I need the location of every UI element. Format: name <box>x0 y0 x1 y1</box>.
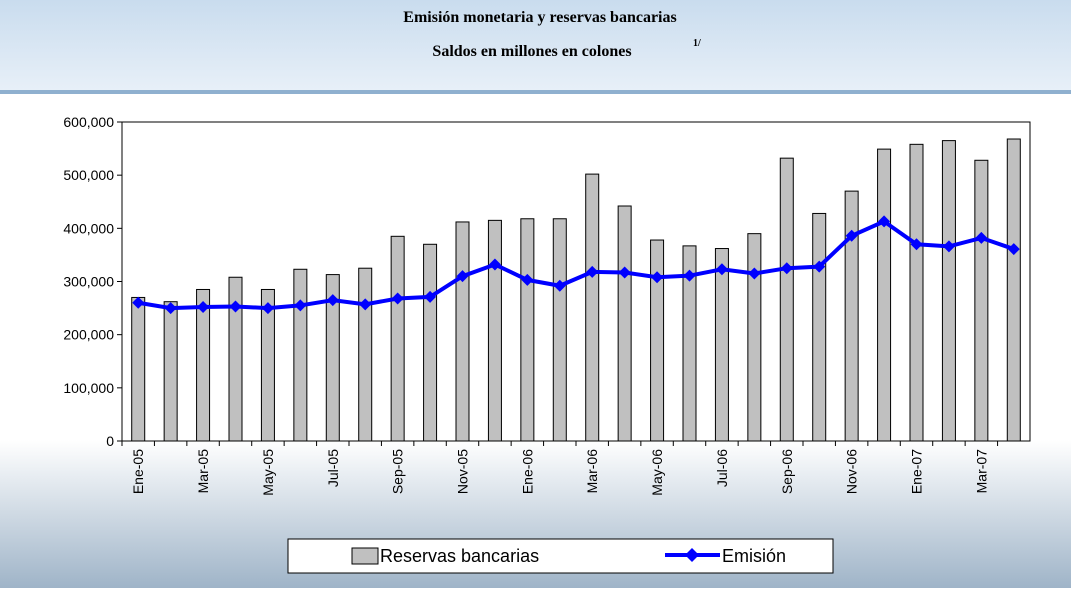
bar <box>423 243 438 442</box>
marker <box>132 296 145 309</box>
x-tick-label: Jul-06 <box>714 449 730 487</box>
bar <box>520 218 535 442</box>
bar <box>487 219 502 442</box>
bar <box>844 190 859 442</box>
bar <box>552 218 567 442</box>
bar <box>325 274 340 442</box>
marker <box>1007 243 1020 256</box>
marker <box>391 292 404 305</box>
y-tick-label: 200,000 <box>63 327 114 343</box>
bar <box>682 245 697 442</box>
bar <box>390 235 405 442</box>
marker <box>651 271 664 284</box>
marker <box>715 263 728 276</box>
marker <box>456 270 469 283</box>
marker <box>294 299 307 312</box>
marker <box>326 294 339 307</box>
bar <box>260 288 275 442</box>
chart-subtitle: Saldos en millones en colones <box>432 43 631 60</box>
legend-label: Emisión <box>722 546 786 566</box>
x-tick-label: Ene-06 <box>519 449 535 494</box>
bar <box>1006 138 1021 442</box>
bar <box>196 288 211 442</box>
y-tick-label: 600,000 <box>63 114 114 130</box>
marker <box>586 265 599 278</box>
y-tick-label: 0 <box>106 433 114 449</box>
plot-area <box>121 121 1031 442</box>
marker <box>359 298 372 311</box>
marker <box>521 273 534 286</box>
marker <box>813 260 826 273</box>
marker <box>975 231 988 244</box>
bar <box>812 212 827 442</box>
legend-label: Reservas bancarias <box>380 546 539 566</box>
x-tick-label: Ene-07 <box>909 449 925 494</box>
y-tick-label: 100,000 <box>63 380 114 396</box>
y-tick-label: 500,000 <box>63 167 114 183</box>
bar <box>228 276 243 442</box>
marker <box>488 258 501 271</box>
bar <box>455 221 470 442</box>
header-rule <box>0 90 1071 94</box>
marker <box>845 229 858 242</box>
marker <box>942 240 955 253</box>
marker <box>229 300 242 313</box>
legend-box <box>287 538 834 574</box>
marker <box>910 238 923 251</box>
bar <box>163 301 178 442</box>
legend-marker <box>685 548 699 562</box>
x-tick-label: Nov-06 <box>844 449 860 494</box>
subtitle-note: 1/ <box>693 38 701 49</box>
marker <box>780 262 793 275</box>
bar <box>650 239 665 442</box>
header-band <box>0 0 1071 92</box>
bar <box>293 268 308 442</box>
x-tick-label: Sep-05 <box>390 449 406 494</box>
x-tick-label: Mar-06 <box>584 449 600 494</box>
x-tick-label: Ene-05 <box>130 449 146 494</box>
chart-title: Emisión monetaria y reservas bancarias <box>403 9 676 26</box>
bar <box>779 157 794 442</box>
legend-swatch <box>351 547 379 565</box>
bar <box>585 173 600 442</box>
x-tick-label: May-05 <box>260 449 276 496</box>
bar <box>714 248 729 442</box>
marker <box>261 302 274 315</box>
marker <box>878 215 891 228</box>
x-tick-label: Mar-07 <box>973 449 989 494</box>
y-tick-label: 300,000 <box>63 274 114 290</box>
x-tick-label: May-06 <box>649 449 665 496</box>
marker <box>553 279 566 292</box>
bar <box>877 148 892 442</box>
x-tick-label: Nov-05 <box>455 449 471 494</box>
marker <box>197 301 210 314</box>
bar <box>358 267 373 442</box>
marker <box>683 269 696 282</box>
bar <box>747 233 762 442</box>
x-tick-label: Jul-05 <box>325 449 341 487</box>
bar <box>941 140 956 442</box>
marker <box>424 290 437 303</box>
bar <box>909 143 924 442</box>
x-tick-label: Sep-06 <box>779 449 795 494</box>
x-tick-label: Mar-05 <box>195 449 211 494</box>
bar <box>131 296 146 442</box>
line <box>137 219 1015 311</box>
y-tick-label: 400,000 <box>63 220 114 236</box>
marker <box>618 266 631 279</box>
marker <box>748 267 761 280</box>
marker <box>164 302 177 315</box>
bar <box>974 159 989 442</box>
bar <box>617 205 632 442</box>
